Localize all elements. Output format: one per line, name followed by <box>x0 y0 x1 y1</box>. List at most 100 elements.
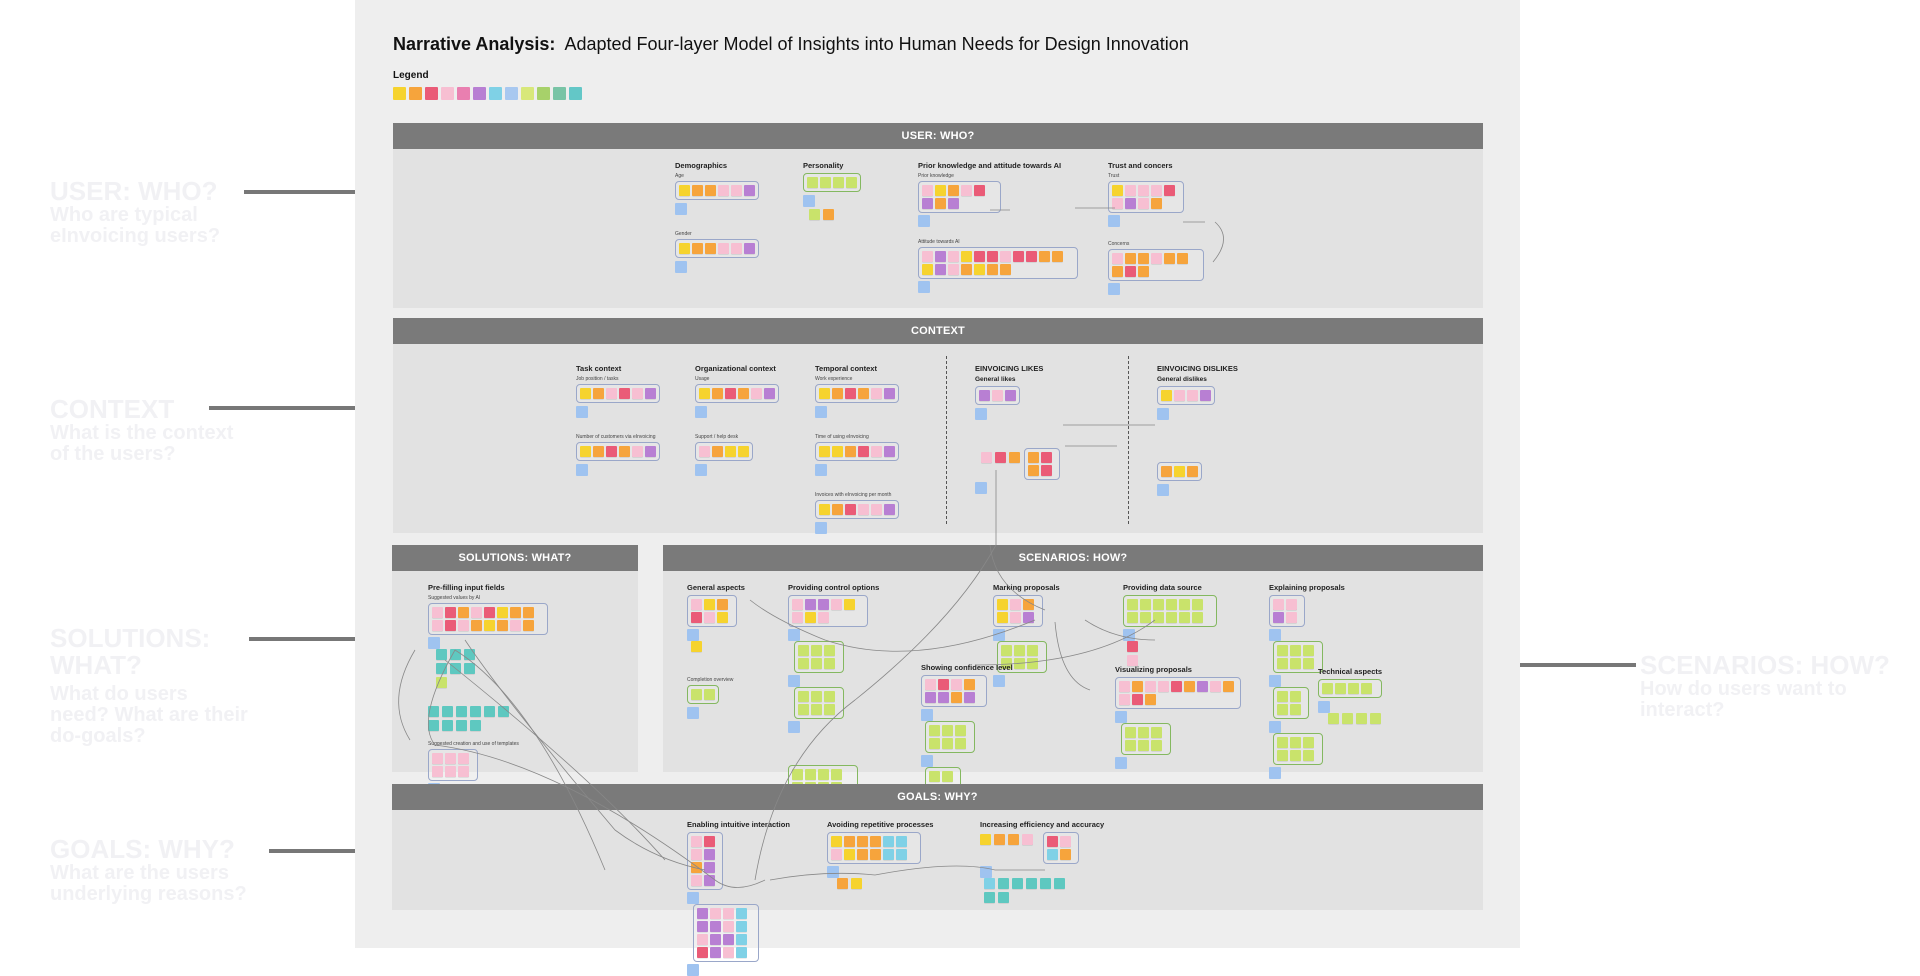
sticky-note[interactable] <box>1112 253 1123 264</box>
sticky-note[interactable] <box>1277 737 1288 748</box>
summary-note[interactable] <box>815 464 827 476</box>
sticky-note[interactable] <box>981 452 992 463</box>
sticky-note[interactable] <box>1151 253 1162 264</box>
sticky-note[interactable] <box>1356 713 1367 724</box>
sticky-note[interactable] <box>456 720 467 731</box>
sticky-note[interactable] <box>691 689 702 700</box>
sticky-note[interactable] <box>704 862 715 873</box>
sticky-note[interactable] <box>1286 599 1297 610</box>
sticky-note[interactable] <box>951 692 962 703</box>
sticky-note[interactable] <box>818 769 829 780</box>
sticky-note[interactable] <box>984 892 995 903</box>
sticky-note[interactable] <box>1145 694 1156 705</box>
sticky-note[interactable] <box>725 388 736 399</box>
sticky-note[interactable] <box>1000 264 1011 275</box>
sticky-note[interactable] <box>432 620 443 631</box>
sticky-note[interactable] <box>922 264 933 275</box>
sticky-note[interactable] <box>871 504 882 515</box>
sticky-note[interactable] <box>1290 750 1301 761</box>
sticky-note[interactable] <box>751 388 762 399</box>
sticky-note[interactable] <box>1125 266 1136 277</box>
sticky-note[interactable] <box>445 766 456 777</box>
sticky-note[interactable] <box>436 677 447 688</box>
sticky-note[interactable] <box>1009 452 1020 463</box>
sticky-note[interactable] <box>1197 681 1208 692</box>
sticky-note[interactable] <box>712 388 723 399</box>
sticky-note[interactable] <box>1145 681 1156 692</box>
sticky-note[interactable] <box>979 390 990 401</box>
summary-note[interactable] <box>788 721 800 733</box>
summary-note[interactable] <box>687 892 699 904</box>
sticky-note[interactable] <box>1290 645 1301 656</box>
sticky-note[interactable] <box>974 264 985 275</box>
sticky-note[interactable] <box>1047 849 1059 860</box>
sticky-note[interactable] <box>833 177 844 188</box>
sticky-note[interactable] <box>712 446 723 457</box>
sticky-note[interactable] <box>938 679 949 690</box>
sticky-note[interactable] <box>961 251 972 262</box>
sticky-note[interactable] <box>736 947 747 958</box>
sticky-note[interactable] <box>845 446 856 457</box>
sticky-note[interactable] <box>844 836 855 847</box>
sticky-note[interactable] <box>1040 878 1051 889</box>
sticky-note[interactable] <box>805 599 816 610</box>
sticky-note[interactable] <box>580 446 591 457</box>
sticky-note[interactable] <box>831 769 842 780</box>
sticky-note[interactable] <box>691 862 702 873</box>
sticky-note[interactable] <box>1277 704 1288 715</box>
sticky-note[interactable] <box>1054 878 1065 889</box>
sticky-note[interactable] <box>445 607 456 618</box>
sticky-note[interactable] <box>964 679 975 690</box>
sticky-note[interactable] <box>1158 681 1169 692</box>
sticky-note[interactable] <box>450 649 461 660</box>
sticky-note[interactable] <box>738 446 749 457</box>
sticky-note[interactable] <box>1060 849 1072 860</box>
sticky-note[interactable] <box>619 446 630 457</box>
sticky-note[interactable] <box>470 706 481 717</box>
sticky-note[interactable] <box>1127 599 1138 610</box>
sticky-note[interactable] <box>1151 185 1162 196</box>
sticky-note[interactable] <box>942 725 953 736</box>
sticky-note[interactable] <box>1177 253 1188 264</box>
sticky-note[interactable] <box>1361 683 1372 694</box>
sticky-note[interactable] <box>884 388 895 399</box>
sticky-note[interactable] <box>1303 737 1314 748</box>
sticky-note[interactable] <box>1001 645 1012 656</box>
sticky-note[interactable] <box>704 849 715 860</box>
sticky-note[interactable] <box>935 264 946 275</box>
summary-note[interactable] <box>921 709 933 721</box>
sticky-note[interactable] <box>1125 253 1136 264</box>
sticky-note[interactable] <box>824 645 835 656</box>
summary-note[interactable] <box>576 464 588 476</box>
sticky-note[interactable] <box>718 243 729 254</box>
sticky-note[interactable] <box>1179 599 1190 610</box>
sticky-note[interactable] <box>925 679 936 690</box>
sticky-note[interactable] <box>998 892 1009 903</box>
sticky-note[interactable] <box>705 185 716 196</box>
sticky-note[interactable] <box>704 836 715 847</box>
sticky-note[interactable] <box>824 691 835 702</box>
sticky-note[interactable] <box>1192 612 1203 623</box>
sticky-note[interactable] <box>1132 694 1143 705</box>
sticky-note[interactable] <box>929 771 940 782</box>
sticky-note[interactable] <box>922 251 933 262</box>
sticky-note[interactable] <box>723 934 734 945</box>
sticky-note[interactable] <box>1174 466 1185 477</box>
sticky-note[interactable] <box>837 878 848 889</box>
sticky-note[interactable] <box>744 243 755 254</box>
sticky-note[interactable] <box>1179 612 1190 623</box>
sticky-note[interactable] <box>807 177 818 188</box>
sticky-note[interactable] <box>1026 878 1037 889</box>
sticky-note[interactable] <box>1119 681 1130 692</box>
sticky-note[interactable] <box>1023 599 1034 610</box>
sticky-note[interactable] <box>731 185 742 196</box>
sticky-note[interactable] <box>792 769 803 780</box>
sticky-note[interactable] <box>497 620 508 631</box>
sticky-note[interactable] <box>738 388 749 399</box>
sticky-note[interactable] <box>955 725 966 736</box>
sticky-note[interactable] <box>510 620 521 631</box>
summary-note[interactable] <box>1157 484 1169 496</box>
sticky-note[interactable] <box>961 264 972 275</box>
sticky-note[interactable] <box>1028 465 1040 476</box>
summary-note[interactable] <box>980 866 992 878</box>
